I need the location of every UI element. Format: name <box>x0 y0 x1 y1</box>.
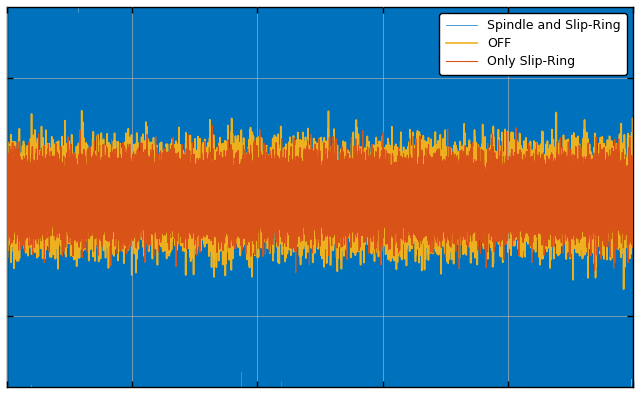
Only Slip-Ring <box>292 270 300 275</box>
Only Slip-Ring <box>45 196 53 201</box>
Spindle and Slip-Ring <box>154 208 161 213</box>
OFF <box>468 219 476 224</box>
Line: Spindle and Slip-Ring: Spindle and Slip-Ring <box>7 0 633 394</box>
Spindle and Slip-Ring <box>3 154 11 158</box>
Only Slip-Ring <box>3 191 11 196</box>
Only Slip-Ring <box>209 123 216 128</box>
Spindle and Slip-Ring <box>629 217 637 222</box>
Spindle and Slip-Ring <box>45 54 53 59</box>
OFF <box>629 201 637 206</box>
OFF <box>620 287 627 292</box>
Only Slip-Ring <box>154 178 161 182</box>
OFF <box>154 204 161 209</box>
Spindle and Slip-Ring <box>468 6 476 11</box>
OFF <box>243 204 251 209</box>
Spindle and Slip-Ring <box>243 133 251 138</box>
Line: Only Slip-Ring: Only Slip-Ring <box>7 125 633 273</box>
Only Slip-Ring <box>380 196 388 201</box>
Spindle and Slip-Ring <box>343 317 351 322</box>
Only Slip-Ring <box>343 197 351 202</box>
Only Slip-Ring <box>468 199 476 203</box>
OFF <box>78 108 86 113</box>
Only Slip-Ring <box>243 186 251 190</box>
Line: OFF: OFF <box>7 111 633 289</box>
Legend: Spindle and Slip-Ring, OFF, Only Slip-Ring: Spindle and Slip-Ring, OFF, Only Slip-Ri… <box>440 13 627 75</box>
OFF <box>380 197 388 202</box>
OFF <box>45 168 53 173</box>
OFF <box>3 151 11 156</box>
OFF <box>343 203 351 208</box>
Only Slip-Ring <box>629 201 637 206</box>
Spindle and Slip-Ring <box>380 178 388 182</box>
